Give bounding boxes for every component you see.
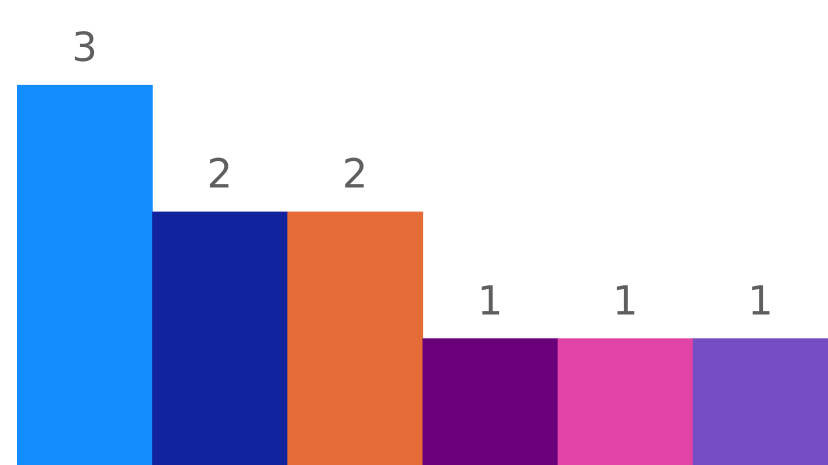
- bar-value-label-4: 1: [477, 278, 502, 324]
- bar-value-label-5: 1: [613, 278, 638, 324]
- bar-3: [287, 211, 424, 465]
- bars-group: [17, 84, 828, 465]
- bar-5: [557, 338, 694, 465]
- data-labels-group: 3 2 2 1 1 1: [72, 25, 773, 324]
- bar-value-label-1: 3: [72, 25, 97, 71]
- bar-1: [17, 84, 153, 465]
- bar-6: [692, 338, 828, 465]
- bar-value-label-3: 2: [342, 152, 367, 198]
- bar-value-label-2: 2: [207, 152, 232, 198]
- bar-4: [422, 338, 559, 465]
- bar-2: [152, 211, 288, 465]
- bar-value-label-6: 1: [748, 278, 773, 324]
